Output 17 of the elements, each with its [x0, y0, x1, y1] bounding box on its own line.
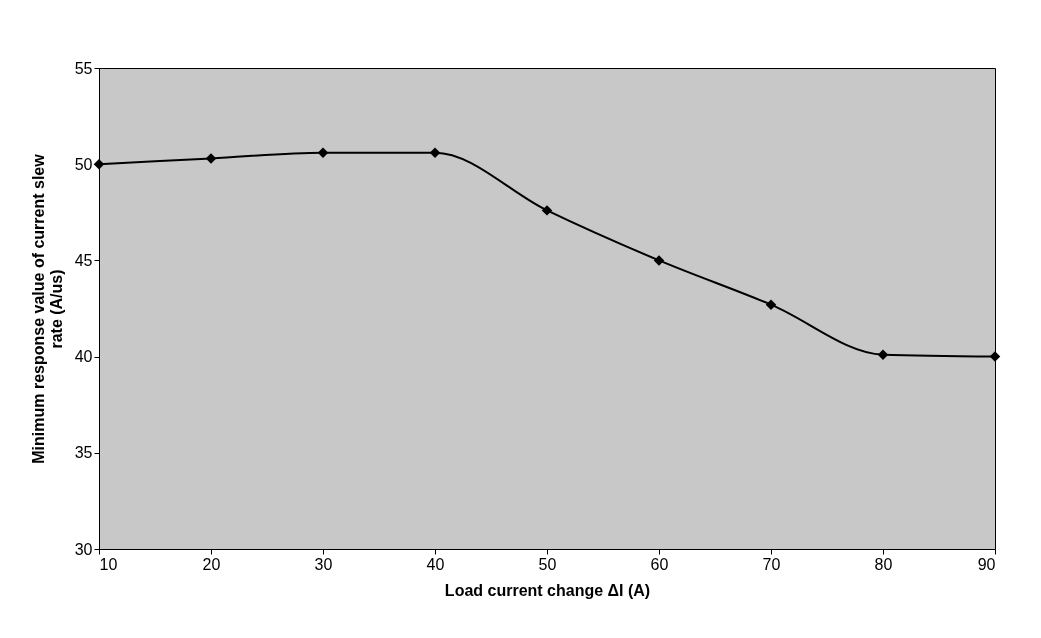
x-tick-label: 20	[202, 555, 221, 573]
y-tick-label: 45	[74, 251, 93, 269]
x-tick-label: 90	[977, 555, 996, 573]
y-tick-label: 40	[74, 348, 93, 366]
y-tick-label: 50	[74, 155, 93, 173]
x-axis-title: Load current change ΔI (A)	[444, 581, 651, 599]
x-tick-label: 50	[538, 555, 557, 573]
x-tick-label: 10	[99, 555, 118, 573]
x-tick-label: 70	[762, 555, 781, 573]
x-tick-label: 40	[426, 555, 445, 573]
x-tick-label: 80	[874, 555, 893, 573]
y-tick-label: 55	[74, 59, 93, 77]
y-tick-label: 35	[74, 444, 93, 462]
y-tick-label: 30	[74, 540, 93, 558]
y-axis-title: Minimum response value of current slew rate (A/us)	[29, 153, 65, 464]
x-tick-label: 60	[650, 555, 669, 573]
x-tick-label: 30	[314, 555, 333, 573]
